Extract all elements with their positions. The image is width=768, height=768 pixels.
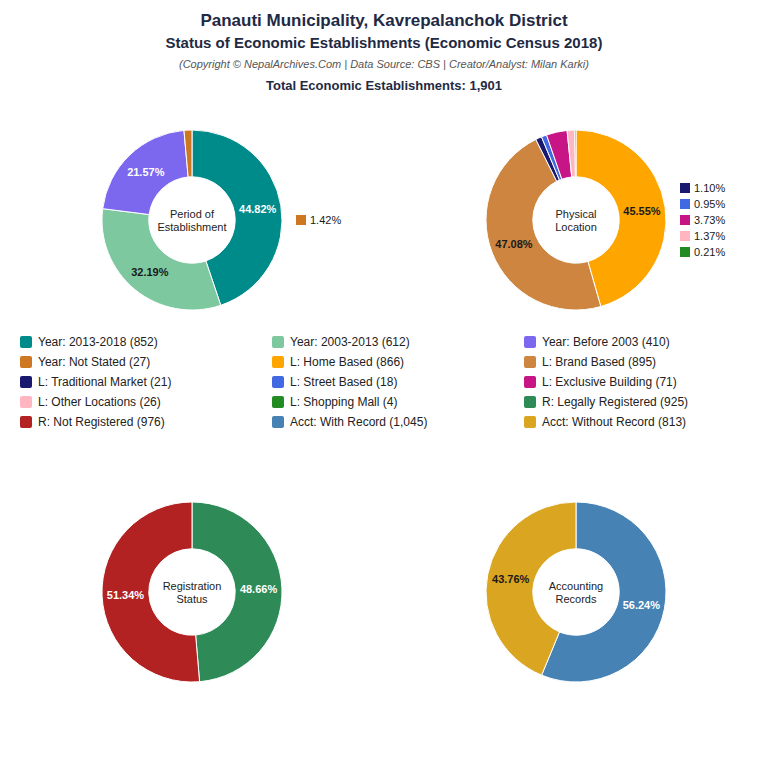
label-swatch [296, 215, 306, 225]
label-swatch [680, 199, 690, 209]
donut-chart [102, 130, 282, 310]
label-swatch [680, 231, 690, 241]
data-label: 0.95% [694, 198, 725, 210]
label-swatch [680, 215, 690, 225]
data-label: 56.24% [623, 599, 661, 611]
legend-entry: R: Not Registered (976) [38, 415, 165, 429]
chart-root: Panauti Municipality, Kavrepalanchok Dis… [0, 0, 768, 768]
donut-center-label: AccountingRecords [549, 580, 603, 605]
legend-swatch [524, 336, 536, 348]
data-label: 32.19% [131, 266, 169, 278]
legend-swatch [272, 376, 284, 388]
annotation: Total Economic Establishments: 1,901 [266, 78, 502, 93]
legend-entry: L: Home Based (866) [290, 355, 404, 369]
legend-entry: Acct: With Record (1,045) [290, 415, 427, 429]
data-label: 0.21% [694, 246, 725, 258]
chart-title: Panauti Municipality, Kavrepalanchok Dis… [200, 11, 568, 30]
header: Panauti Municipality, Kavrepalanchok Dis… [166, 11, 603, 93]
donut-slice [184, 130, 192, 177]
legend-entry: Year: 2003-2013 (612) [290, 335, 410, 349]
donut-slice [575, 130, 576, 177]
donut-center-label: PhysicalLocation [555, 208, 597, 233]
chart-subtitle: (Copyright © NepalArchives.Com | Data So… [179, 58, 589, 70]
legend-swatch [524, 416, 536, 428]
donut-slice [567, 130, 575, 177]
legend-swatch [272, 356, 284, 368]
data-label: 44.82% [239, 203, 277, 215]
donut-slice [103, 130, 188, 214]
legend-swatch [20, 336, 32, 348]
legend-entry: Year: Not Stated (27) [38, 355, 150, 369]
legend-swatch [272, 336, 284, 348]
data-label: 43.76% [492, 573, 530, 585]
legend-swatch [524, 356, 536, 368]
data-label: 1.42% [310, 214, 341, 226]
data-labels: 56.24% 43.76% [492, 573, 660, 611]
legend-entry: Acct: Without Record (813) [542, 415, 686, 429]
data-label: 21.57% [127, 166, 165, 178]
legend-entry: L: Other Locations (26) [38, 395, 161, 409]
data-label: 47.08% [495, 238, 533, 250]
legend-entry: L: Street Based (18) [290, 375, 397, 389]
chart-title: Status of Economic Establishments (Econo… [166, 34, 603, 51]
data-label: 48.66% [240, 583, 278, 595]
data-labels: 44.82% 32.19% 21.57% 1.42% [127, 166, 341, 278]
legend-entry: R: Legally Registered (925) [542, 395, 688, 409]
legend-swatch [272, 416, 284, 428]
legend-entry: L: Brand Based (895) [542, 355, 656, 369]
data-label: 51.34% [107, 589, 145, 601]
donut-chart [486, 130, 666, 310]
legend-swatch [20, 356, 32, 368]
legend: Year: 2013-2018 (852) Year: 2003-2013 (61… [20, 335, 688, 429]
data-label: 3.73% [694, 214, 725, 226]
donut-center-label: RegistrationStatus [163, 580, 222, 605]
legend-swatch [20, 396, 32, 408]
legend-swatch [20, 416, 32, 428]
legend-entry: Year: 2013-2018 (852) [38, 335, 158, 349]
data-label: 45.55% [623, 205, 661, 217]
donut-slice [486, 139, 601, 310]
legend-swatch [272, 396, 284, 408]
data-labels: 45.55% 47.08% 1.10% 0.95% 3.73% 1.37% 0.21% [495, 182, 725, 258]
legend-swatch [20, 376, 32, 388]
data-label: 1.10% [694, 182, 725, 194]
legend-swatch [524, 376, 536, 388]
legend-entry: L: Exclusive Building (71) [542, 375, 677, 389]
legend-entry: L: Traditional Market (21) [38, 375, 171, 389]
legend-swatch [524, 396, 536, 408]
data-label: 1.37% [694, 230, 725, 242]
label-swatch [680, 247, 690, 257]
donut-chart [486, 502, 666, 682]
donut-center-label: Period ofEstablishment [157, 208, 226, 233]
label-swatch [680, 183, 690, 193]
legend-entry: Year: Before 2003 (410) [542, 335, 670, 349]
donut-chart [102, 502, 282, 682]
legend-entry: L: Shopping Mall (4) [290, 395, 397, 409]
